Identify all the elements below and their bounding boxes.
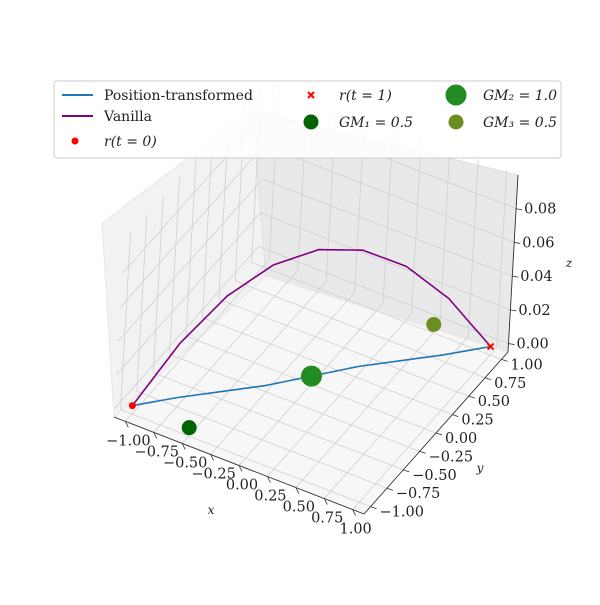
y-tick-mark	[419, 451, 426, 454]
y-tick-mark	[468, 395, 475, 399]
x-tick-label: −0.50	[163, 455, 207, 471]
z-tick-label: 0.06	[522, 235, 554, 251]
y-gridline-floor	[202, 317, 453, 415]
y-tick-mark	[370, 506, 377, 510]
z-axis-line	[507, 174, 519, 353]
legend-label-gm2: GM₂ = 1.0	[483, 88, 557, 104]
x-tick-label: −1.00	[106, 433, 150, 449]
x-gridline-back	[411, 137, 422, 315]
x-tick-mark	[153, 432, 158, 439]
z-gridline-left	[114, 246, 259, 409]
x-tick-label: 0.75	[311, 511, 343, 527]
z-tick-mark	[512, 275, 519, 278]
x-tick-mark	[323, 498, 328, 505]
y-gridline-back	[185, 158, 197, 337]
y-tick-mark	[452, 414, 459, 417]
legend-label-vanilla: Vanilla	[103, 109, 152, 125]
series-layer	[128, 248, 495, 436]
marker-r-t-0	[128, 402, 136, 410]
x-tick-mark	[295, 487, 300, 494]
y-gridline-back	[120, 232, 131, 410]
y-tick-label: 0.25	[461, 413, 493, 429]
legend-handle-r-t0	[71, 137, 79, 145]
z-tick-mark	[510, 309, 517, 312]
y-gridline-back	[169, 177, 181, 355]
z-tick-label: 0.08	[524, 202, 556, 218]
legend-handle-r-t1	[307, 91, 315, 99]
y-tick-mark	[501, 358, 508, 362]
y-gridline-back	[152, 195, 164, 373]
z-tick-mark	[508, 343, 515, 345]
marker-gm-0-5	[181, 420, 197, 436]
ticks: −1.00−0.75−0.50−0.250.000.250.500.751.00…	[106, 202, 556, 538]
x-tick-label: 0.25	[254, 489, 286, 505]
x-tick-mark	[181, 443, 186, 450]
legend-handle-gm3	[448, 114, 464, 130]
x-gridline-back	[496, 170, 508, 348]
legend-label-position-transformed: Position-transformed	[104, 88, 253, 104]
y-axis-label: y	[476, 461, 484, 475]
y-gridline-floor	[169, 354, 420, 452]
z-tick-mark	[516, 208, 523, 211]
y-tick-label: −0.75	[396, 486, 440, 502]
y-gridline-floor	[136, 390, 388, 489]
y-gridline-floor	[234, 280, 486, 379]
legend: Position-transformed Vanilla r(t = 0) r(…	[53, 80, 562, 159]
y-tick-label: 0.75	[494, 376, 526, 392]
x-tick-mark	[125, 421, 129, 428]
x-axis-label: x	[208, 503, 215, 517]
legend-handle-gm1	[303, 114, 319, 130]
y-tick-label: −0.50	[412, 468, 456, 484]
z-gridline-left	[119, 145, 265, 308]
z-gridline-left	[117, 178, 263, 342]
y-tick-label: 0.50	[478, 394, 510, 410]
z-axis-label: z	[565, 256, 573, 270]
marker-gm-1-0	[300, 365, 322, 387]
y-tick-label: −1.00	[380, 505, 424, 521]
y-tick-mark	[403, 469, 410, 473]
y-gridline-back	[201, 140, 213, 318]
x-tick-mark	[238, 465, 243, 472]
x-tick-mark	[267, 476, 271, 483]
x-gridline-back	[467, 159, 479, 337]
y-tick-label: 0.00	[445, 431, 477, 447]
y-tick-label: 1.00	[510, 357, 542, 373]
x-tick-label: −0.25	[191, 466, 235, 482]
y-gridline-floor	[120, 409, 371, 508]
marker-r-t-1	[486, 342, 495, 351]
y-gridline-back	[136, 214, 148, 392]
legend-label-gm3: GM₃ = 0.5	[483, 115, 557, 131]
y-gridline-floor	[153, 372, 404, 471]
y-tick-label: −0.25	[429, 449, 473, 465]
x-tick-label: 1.00	[339, 522, 371, 538]
z-gridline-right	[260, 212, 511, 311]
z-gridline-left	[116, 212, 261, 376]
legend-label-gm1: GM₁ = 0.5	[339, 115, 413, 131]
z-tick-label: 0.00	[516, 337, 548, 353]
legend-handle-gm2	[445, 84, 467, 106]
y-gridline-floor	[218, 298, 469, 397]
x-tick-mark	[210, 454, 214, 461]
legend-label-r-t1: r(t = 1)	[339, 88, 392, 104]
x-tick-label: 0.50	[283, 500, 315, 516]
z-gridline-right	[264, 145, 515, 243]
x-tick-label: 0.00	[226, 478, 258, 494]
series-line-vanilla	[131, 248, 492, 407]
z-tick-label: 0.02	[518, 303, 550, 319]
y-tick-mark	[435, 432, 443, 436]
z-gridline-right	[262, 178, 513, 277]
z-tick-mark	[514, 242, 521, 244]
x-gridline-back	[439, 148, 451, 326]
x-tick-mark	[352, 509, 356, 516]
x-tick-label: −0.75	[135, 444, 179, 460]
z-gridline-right	[258, 246, 509, 344]
y-tick-mark	[484, 377, 492, 381]
legend-label-r-t0: r(t = 0)	[104, 134, 157, 150]
y-gridline-floor	[251, 261, 502, 360]
marker-gm-0-5	[426, 316, 442, 332]
y-tick-mark	[386, 487, 394, 491]
z-tick-label: 0.04	[520, 269, 552, 285]
